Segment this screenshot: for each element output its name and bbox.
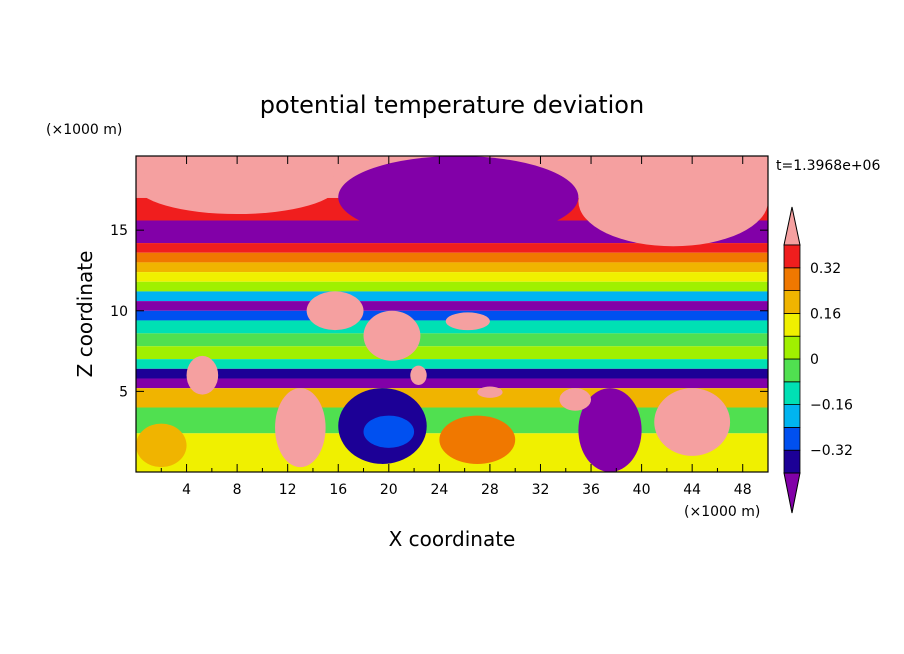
- time-label: t=1.3968e+06: [776, 158, 880, 174]
- field-patch: [578, 388, 642, 472]
- colorbar-bin: [783, 381, 801, 405]
- field-band: [136, 368, 768, 379]
- field-patch: [559, 388, 592, 411]
- field-band: [136, 281, 768, 292]
- colorbar-extend-min: [783, 472, 801, 514]
- x-tick-label: 44: [683, 482, 701, 498]
- field-patch: [578, 156, 768, 247]
- colorbar-bin: [783, 267, 801, 291]
- x-tick-label: 12: [279, 482, 297, 498]
- colorbar-label: 0.16: [810, 306, 841, 322]
- field-patch: [275, 388, 326, 468]
- field-band: [136, 272, 768, 282]
- colorbar-label: 0: [810, 352, 819, 368]
- field-patch: [410, 365, 427, 385]
- colorbar-bin: [783, 358, 801, 383]
- field-patch: [363, 415, 415, 448]
- y-tick-label: 10: [110, 304, 128, 320]
- colorbar-bin: [783, 335, 801, 360]
- field-patch: [136, 423, 187, 468]
- y-axis: 5 10 15: [110, 223, 768, 400]
- field-patch: [136, 156, 339, 215]
- x-tick-label: 48: [734, 482, 752, 498]
- field-band: [136, 243, 768, 253]
- x-axis-label: X coordinate: [389, 527, 516, 551]
- y-tick-label: 15: [110, 223, 128, 239]
- x-tick-label: 20: [380, 482, 398, 498]
- y-tick-label: 5: [119, 384, 128, 400]
- x-unit-label: (×1000 m): [684, 504, 760, 520]
- field-band: [136, 262, 768, 273]
- colorbar-bin: [783, 426, 801, 451]
- x-axis: 4 8 12 16 20 24 28 32 36 40 44 48: [160, 156, 752, 498]
- field-band: [136, 301, 768, 311]
- x-tick-label: 36: [582, 482, 600, 498]
- field-patch: [306, 291, 364, 331]
- colorbar-bin: [783, 244, 801, 269]
- colorbar-bin: [783, 290, 801, 314]
- colorbar: 0.32 0.16 0 −0.16 −0.32: [783, 206, 853, 514]
- colorbar-label: −0.32: [810, 443, 853, 459]
- field-patch: [439, 415, 516, 464]
- x-tick-label: 40: [633, 482, 651, 498]
- field-patch: [186, 355, 219, 395]
- field-patch: [363, 310, 421, 361]
- x-tick-label: 32: [532, 482, 550, 498]
- x-tick-label: 28: [481, 482, 499, 498]
- plot-area: [136, 156, 768, 472]
- field-patch: [477, 386, 503, 398]
- x-tick-label: 4: [182, 482, 191, 498]
- x-tick-label: 16: [329, 482, 347, 498]
- field-band: [136, 346, 768, 360]
- field-patch: [445, 312, 490, 331]
- field-patch: [338, 156, 579, 239]
- field-patch: [654, 388, 731, 456]
- field-band: [136, 333, 768, 347]
- field-band: [136, 291, 768, 302]
- plot-frame: [135, 155, 769, 473]
- field-band: [136, 359, 768, 369]
- chart-title: potential temperature deviation: [260, 91, 644, 119]
- field-band: [136, 252, 768, 263]
- colorbar-label: 0.32: [810, 261, 841, 277]
- field-band: [136, 378, 768, 389]
- colorbar-bin: [783, 404, 801, 428]
- y-unit-label: (×1000 m): [46, 122, 122, 138]
- x-tick-label: 8: [233, 482, 242, 498]
- colorbar-extend-max: [783, 206, 801, 246]
- x-tick-label: 24: [430, 482, 448, 498]
- colorbar-label: −0.16: [810, 398, 853, 414]
- colorbar-bin: [783, 449, 801, 474]
- y-axis-label: Z coordinate: [73, 251, 97, 378]
- colorbar-bin: [783, 312, 801, 337]
